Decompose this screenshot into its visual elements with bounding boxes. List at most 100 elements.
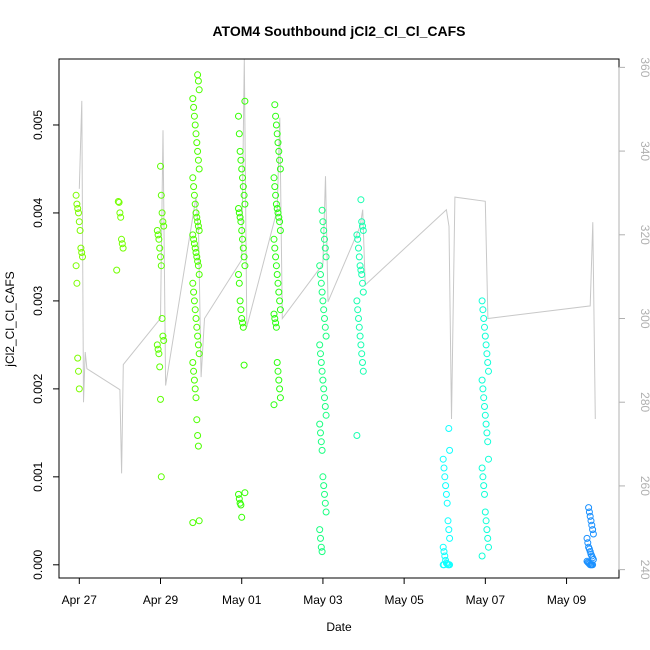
- data-point: [319, 297, 327, 305]
- data-point: [270, 174, 278, 182]
- data-point: [439, 455, 447, 463]
- data-point: [272, 200, 280, 208]
- data-point: [194, 147, 202, 155]
- data-point: [316, 341, 324, 349]
- data-point: [320, 482, 328, 490]
- data-point: [321, 315, 328, 322]
- data-point: [321, 235, 328, 243]
- data-point: [157, 162, 164, 170]
- data-point: [195, 165, 203, 173]
- data-point: [156, 244, 164, 252]
- data-point: [239, 244, 247, 252]
- data-point: [359, 279, 366, 287]
- data-point: [445, 526, 453, 534]
- right-y-tick-label: 360: [638, 57, 650, 77]
- data-point: [190, 376, 198, 384]
- data-point: [191, 244, 199, 252]
- data-point: [239, 323, 247, 331]
- data-point: [317, 271, 324, 278]
- data-point: [321, 323, 329, 331]
- data-point: [159, 332, 167, 340]
- data-point: [160, 337, 168, 344]
- data-point: [79, 253, 86, 261]
- data-point: [275, 213, 283, 221]
- data-point: [113, 266, 121, 274]
- data-point: [480, 315, 488, 322]
- data-point: [239, 174, 246, 182]
- data-point: [276, 385, 284, 393]
- data-point: [355, 315, 362, 322]
- data-point: [273, 359, 281, 366]
- data-point: [195, 350, 203, 358]
- data-point: [444, 517, 452, 525]
- data-point: [276, 218, 284, 226]
- data-point: [194, 77, 202, 85]
- data-point: [485, 455, 492, 463]
- data-point: [74, 354, 82, 362]
- data-point: [481, 490, 488, 498]
- data-point: [587, 517, 595, 525]
- data-point: [272, 121, 280, 129]
- data-point: [240, 361, 248, 369]
- data-point: [194, 156, 202, 164]
- data-point: [478, 552, 486, 560]
- data-point: [273, 271, 281, 278]
- y-axis-label: jCl2_Cl_Cl_CAFS: [3, 271, 17, 367]
- data-point: [589, 530, 597, 538]
- data-point: [191, 200, 199, 208]
- data-point: [237, 501, 245, 509]
- right-y-tick-label: 320: [638, 225, 650, 245]
- data-point: [273, 130, 281, 138]
- data-point: [357, 341, 365, 349]
- data-point: [189, 95, 197, 103]
- data-point: [159, 218, 167, 226]
- data-point: [322, 508, 330, 516]
- data-point: [479, 306, 487, 314]
- data-point: [272, 253, 280, 261]
- data-point: [155, 235, 163, 243]
- data-point: [75, 218, 83, 226]
- y-axis: 0.000 0.001 0.002 0.003 0.004 0.005: [31, 110, 60, 580]
- data-point: [193, 253, 201, 261]
- data-point: [191, 385, 199, 393]
- data-point: [316, 526, 324, 534]
- data-point: [73, 200, 81, 208]
- data-point: [439, 543, 447, 551]
- data-point: [76, 227, 84, 234]
- data-point: [153, 227, 161, 234]
- data-point: [235, 209, 243, 217]
- data-point: [75, 367, 82, 375]
- data-point: [318, 206, 326, 214]
- data-point: [72, 262, 80, 270]
- data-point: [190, 235, 198, 243]
- data-point: [585, 504, 593, 512]
- data-point: [481, 332, 489, 340]
- data-point: [275, 147, 283, 155]
- data-point: [359, 288, 367, 296]
- data-point: [484, 534, 492, 542]
- data-point: [239, 319, 246, 327]
- data-point: [194, 222, 202, 230]
- y-tick-label: 0.005: [31, 110, 45, 140]
- data-point: [484, 359, 492, 366]
- data-point: [479, 385, 487, 393]
- y-tick-label: 0.001: [31, 461, 45, 491]
- data-point: [276, 165, 284, 173]
- data-point: [355, 253, 363, 261]
- data-point: [77, 244, 85, 252]
- data-point: [238, 315, 246, 322]
- data-point: [358, 218, 366, 226]
- data-point: [276, 297, 284, 305]
- data-point: [157, 191, 165, 199]
- data-point: [192, 315, 200, 322]
- data-point: [270, 401, 278, 409]
- data-point: [274, 209, 282, 217]
- data-point: [272, 112, 280, 120]
- data-point: [589, 561, 597, 569]
- x-tick-label: May 09: [547, 593, 587, 607]
- data-point: [443, 499, 451, 507]
- data-point: [190, 191, 198, 199]
- data-point: [317, 429, 324, 437]
- data-point: [118, 235, 125, 243]
- points-layer: [72, 71, 597, 569]
